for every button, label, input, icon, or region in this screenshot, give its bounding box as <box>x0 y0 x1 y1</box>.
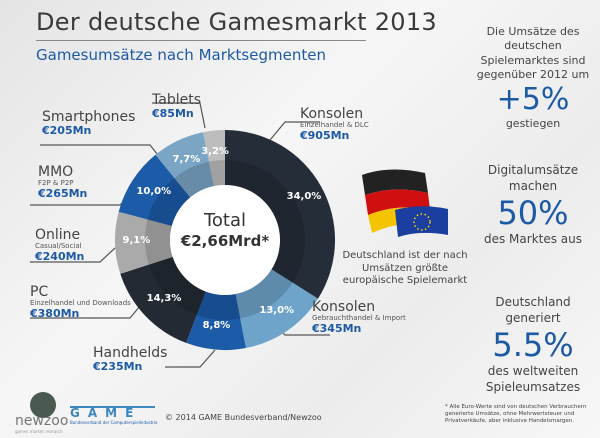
newzoo-logo: newzoo <box>15 413 69 429</box>
slice-inner-band-5 <box>147 178 191 226</box>
slice-inner-band-0 <box>225 160 305 283</box>
total-value: €2,66Mrd* <box>180 232 270 250</box>
game-logo: GAME <box>70 406 155 419</box>
slice-inner-band-7 <box>209 160 225 187</box>
germany-eu-flag-icon <box>362 169 448 237</box>
slice-inner-band-3 <box>148 256 206 315</box>
newzoo-logo-icon <box>30 392 56 418</box>
slice-label: 7,7% <box>172 153 201 165</box>
total-label: Total <box>203 210 247 231</box>
fact-digital: Digitalumsätze machen 50% des Marktes au… <box>483 163 583 247</box>
slice-label: 3,2% <box>201 145 229 157</box>
fact-worldwide: Deutschland generiert 5.5% des weltweite… <box>485 295 581 394</box>
game-tagline: Bundesverband der Computerspielindustrie <box>70 420 158 425</box>
fact-growth: Die Umsätze des deutschen Spielemarktes … <box>476 25 590 131</box>
title-divider <box>36 40 366 41</box>
donut-hole <box>170 185 280 295</box>
label-konsolen-gebraucht: Konsolen Gebrauchthandel & Import €345Mn <box>312 299 406 336</box>
slice-label: 34,0% <box>286 190 322 202</box>
slice-inner-band-2 <box>196 291 241 320</box>
slice-inner-band-1 <box>235 269 293 319</box>
flag-caption: Deutschland ist der nach Umsätzen größte… <box>342 250 468 286</box>
label-tablets: Tablets €85Mn <box>152 92 201 121</box>
label-online: Online Casual/Social €240Mn <box>35 227 85 264</box>
label-konsolen-dlc: Konsolen Einzelhandel & DLC €905Mn <box>300 106 369 143</box>
label-smartphones: Smartphones €205Mn <box>42 109 136 138</box>
slice-label: 13,0% <box>259 305 295 317</box>
copyright: © 2014 GAME Bundesverband/Newzoo <box>165 413 322 422</box>
footnote: * Alle Euro-Werte sind von deutschen Ver… <box>445 404 587 425</box>
page-title: Der deutsche Gamesmarkt 2013 <box>36 8 437 36</box>
newzoo-tagline: games market research <box>15 429 63 434</box>
label-pc: PC Einzelhandel und Downloads €380Mn <box>30 284 131 321</box>
slice-label: 10,0% <box>136 185 172 197</box>
slice-inner-band-6 <box>174 161 215 198</box>
page-subtitle: Gamesumsätze nach Marktsegmenten <box>36 46 326 64</box>
label-handhelds: Handhelds €235Mn <box>93 345 168 374</box>
slice-label: 8,8% <box>202 320 231 332</box>
slice-inner-band-4 <box>145 219 173 265</box>
slice-label: 9,1% <box>122 235 151 247</box>
slice-label: 14,3% <box>146 293 182 305</box>
label-mmo: MMO F2P & P2P €265Mn <box>38 164 88 201</box>
